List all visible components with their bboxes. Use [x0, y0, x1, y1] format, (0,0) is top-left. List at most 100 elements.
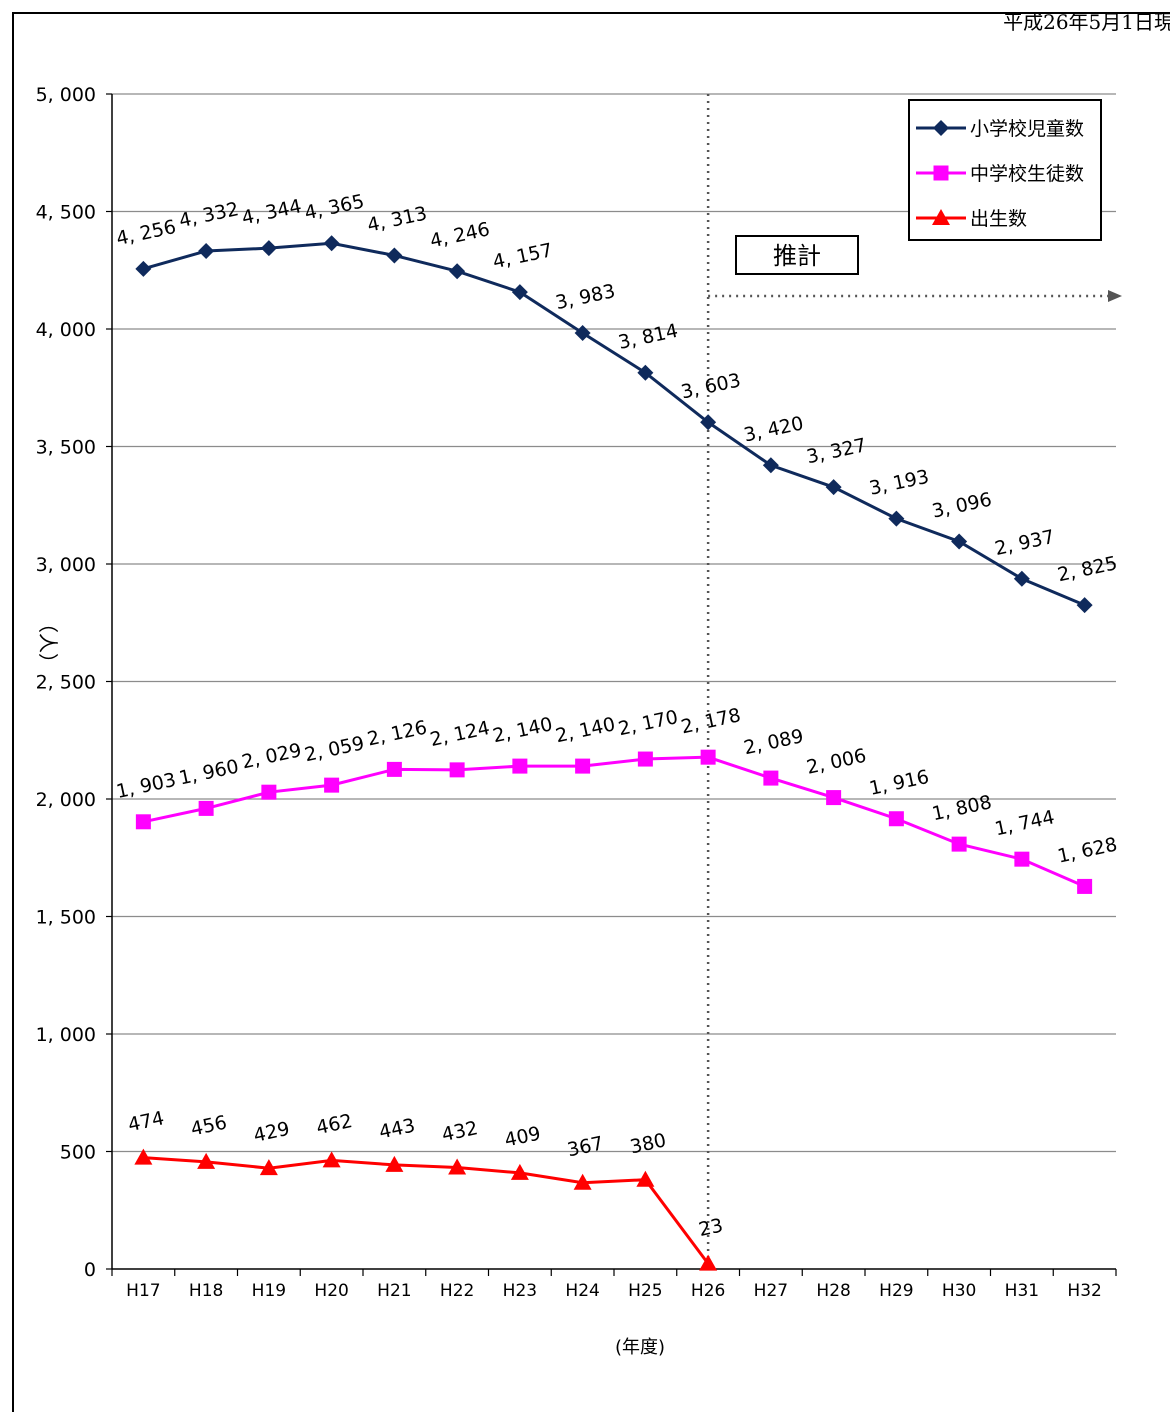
x-tick-label: H29: [879, 1281, 913, 1301]
x-tick-label: H23: [503, 1281, 537, 1301]
legend-label: 中学校生徒数: [970, 163, 1084, 185]
data-point-triangle: [385, 1155, 404, 1172]
series-line: [143, 755, 1086, 888]
forecast-label: 推計: [773, 242, 821, 270]
data-point-triangle: [259, 1159, 278, 1176]
data-label: 4, 332: [177, 198, 241, 232]
legend-label: 小学校児童数: [970, 118, 1084, 140]
data-label: 1, 744: [993, 806, 1057, 840]
x-tick-label: H32: [1067, 1281, 1101, 1301]
series-line: [143, 1156, 710, 1265]
legend-item-3: 出生数: [916, 208, 1027, 230]
data-point-diamond: [260, 240, 277, 257]
data-label: 409: [503, 1122, 543, 1151]
data-label: 4, 246: [428, 218, 492, 252]
axes: 0 500 1, 000 1, 500 2, 000 2, 500 3, 000 3, 500…: [36, 84, 1117, 1301]
data-point-square: [324, 777, 340, 793]
data-label: 432: [440, 1117, 480, 1146]
forecast-box: [735, 235, 859, 275]
data-point-triangle: [134, 1148, 153, 1165]
data-label: 2, 059: [303, 732, 367, 766]
data-label: 4, 313: [365, 203, 429, 237]
data-label: 4, 344: [240, 195, 304, 229]
x-tick-label: H24: [565, 1281, 599, 1301]
data-point-square: [888, 811, 904, 827]
data-label: 2, 178: [679, 704, 743, 738]
data-label: 1, 628: [1056, 834, 1120, 868]
data-label: 367: [565, 1132, 605, 1161]
data-point-diamond: [637, 364, 654, 381]
series-2: [135, 749, 1093, 894]
data-point-diamond: [933, 120, 949, 136]
data-label: 1, 960: [177, 755, 241, 789]
data-point-diamond: [574, 324, 591, 341]
data-point-triangle: [573, 1173, 592, 1190]
data-point-square: [826, 790, 842, 806]
data-label: 2, 029: [240, 739, 304, 773]
data-point-square: [261, 784, 277, 800]
x-tick-label: H30: [942, 1281, 976, 1301]
data-point-square: [512, 758, 528, 774]
data-point-square: [763, 770, 779, 786]
legend-item-2: 中学校生徒数: [916, 163, 1084, 185]
data-point-square: [449, 762, 465, 778]
data-label: 380: [628, 1129, 668, 1158]
series-line: [142, 241, 1086, 607]
x-tick-label: H31: [1005, 1281, 1039, 1301]
data-point-square: [700, 749, 716, 765]
data-point-square: [135, 814, 151, 830]
data-point-diamond: [888, 510, 905, 527]
data-point-square: [386, 761, 402, 777]
y-tick-label: 500: [60, 1142, 96, 1164]
x-tick-label: H25: [628, 1281, 662, 1301]
data-label: 3, 420: [742, 412, 806, 446]
data-label: 4, 256: [114, 216, 178, 250]
data-point-triangle: [510, 1163, 529, 1180]
x-tick-label: H17: [126, 1281, 160, 1301]
data-label: 3, 983: [554, 280, 618, 314]
x-tick-label: H21: [377, 1281, 411, 1301]
y-tick-label: 0: [84, 1259, 96, 1281]
data-label: 3, 603: [679, 369, 743, 403]
data-label: 2, 089: [742, 725, 806, 759]
data-label: 2, 937: [993, 526, 1057, 560]
data-label: 3, 327: [805, 434, 869, 468]
data-point-triangle: [636, 1170, 655, 1187]
x-tick-label: H22: [440, 1281, 474, 1301]
series-3: [134, 1148, 718, 1271]
forecast-arrowhead: [1108, 290, 1122, 302]
data-label: 3, 096: [930, 489, 994, 523]
data-point-triangle: [932, 209, 950, 225]
data-point-diamond: [449, 263, 466, 280]
x-tick-label: H19: [252, 1281, 286, 1301]
legend-label: 出生数: [970, 208, 1027, 230]
data-label: 2, 006: [805, 745, 869, 779]
y-tick-label: 1, 000: [36, 1024, 96, 1046]
data-label: 3, 193: [867, 466, 931, 500]
data-point-diamond: [951, 533, 968, 550]
data-point-square: [1077, 878, 1093, 894]
data-label: 2, 140: [554, 713, 618, 747]
x-tick-label: H20: [314, 1281, 348, 1301]
data-label: 1, 916: [867, 766, 931, 800]
y-tick-label: 4, 000: [36, 319, 96, 341]
data-label: 474: [126, 1107, 166, 1136]
date-note: 平成26年5月1日現在: [1003, 10, 1170, 34]
data-label: 2, 124: [428, 717, 492, 751]
x-tick-label: H26: [691, 1281, 725, 1301]
series-1: [135, 235, 1093, 614]
data-label: 462: [314, 1110, 354, 1139]
data-point-diamond: [386, 247, 403, 264]
gridlines: [112, 93, 1116, 1153]
data-point-diamond: [511, 284, 528, 301]
data-point-square: [637, 751, 653, 767]
data-point-diamond: [762, 457, 779, 474]
y-tick-label: 2, 500: [36, 672, 96, 694]
data-point-diamond: [323, 235, 340, 252]
data-point-square: [933, 165, 949, 181]
data-point-square: [1014, 851, 1030, 867]
data-point-triangle: [699, 1254, 718, 1271]
y-tick-label: 1, 500: [36, 907, 96, 929]
